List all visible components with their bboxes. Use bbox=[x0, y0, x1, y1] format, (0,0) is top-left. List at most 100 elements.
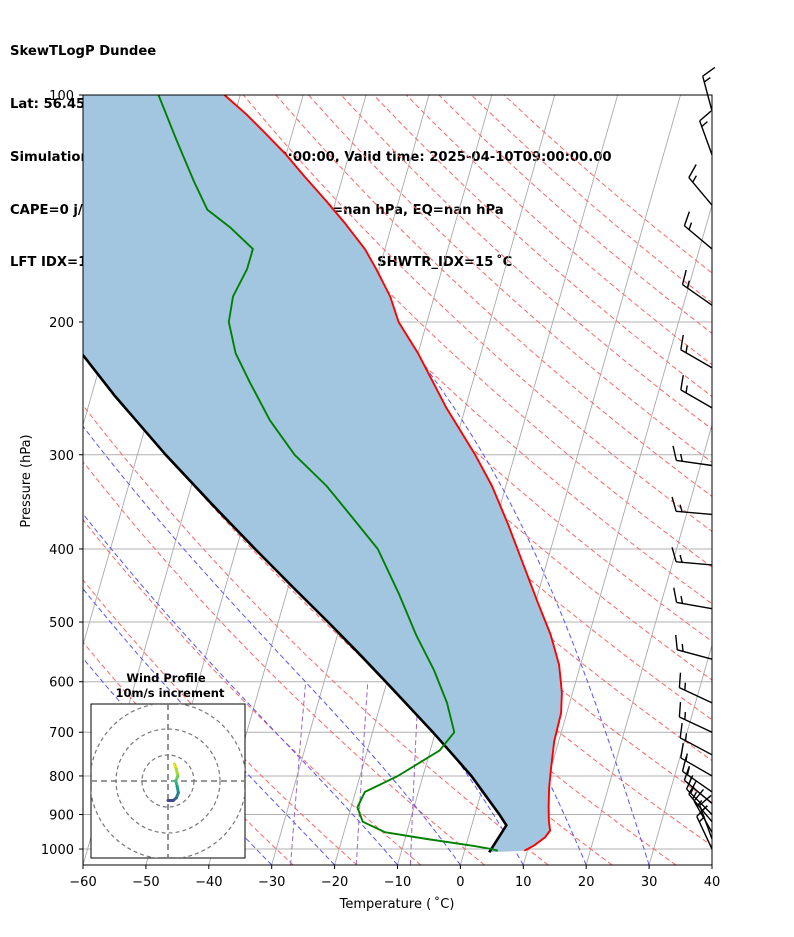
barb-half-feather bbox=[680, 595, 684, 604]
barb-feather bbox=[678, 672, 682, 688]
wind-barb bbox=[673, 587, 713, 610]
isotherm-line bbox=[648, 643, 712, 865]
barb-feather bbox=[680, 374, 684, 391]
dry-adiabat bbox=[83, 579, 358, 865]
x-tick-label: 20 bbox=[578, 875, 595, 890]
barb-feather bbox=[688, 164, 697, 178]
station-title: SkewTLogP Dundee bbox=[10, 44, 157, 60]
x-tick-label: 30 bbox=[641, 875, 658, 890]
barb-feather bbox=[679, 722, 683, 739]
wind-barb bbox=[680, 374, 713, 409]
dewpoint-line bbox=[157, 95, 499, 852]
isotherm-line bbox=[522, 203, 712, 865]
moist-adiabat bbox=[83, 513, 398, 865]
dry-adiabat bbox=[242, 95, 712, 532]
y-tick-label: 700 bbox=[49, 726, 74, 741]
barb-half-feather bbox=[685, 753, 688, 762]
barb-feather bbox=[678, 701, 682, 718]
y-tick-label: 800 bbox=[49, 770, 74, 785]
wind-barb bbox=[675, 634, 713, 660]
y-tick-label: 600 bbox=[49, 676, 74, 691]
wind-profile-title: Wind Profile bbox=[126, 671, 206, 685]
temperature-line bbox=[223, 95, 563, 852]
x-axis-label: Temperature ( ˚C) bbox=[339, 896, 455, 912]
profile-lines bbox=[83, 95, 563, 853]
barb-half-feather bbox=[692, 791, 697, 800]
x-tick-label: −20 bbox=[321, 875, 348, 890]
isotherm-line bbox=[711, 863, 712, 865]
y-tick-label: 1000 bbox=[41, 843, 74, 858]
dry-adiabat bbox=[83, 641, 294, 865]
axis-ticks: −60 −50 −40 −30 −20 −10 0 10 20 30 40 1000 900 800 700… bbox=[41, 89, 720, 890]
y-tick-label: 200 bbox=[49, 316, 74, 331]
barb-feather bbox=[683, 211, 691, 227]
wind-barb bbox=[680, 743, 713, 777]
barb-half-feather bbox=[703, 77, 711, 83]
x-tick-label: 0 bbox=[456, 875, 464, 890]
x-tick-label: 10 bbox=[515, 875, 532, 890]
cape-cin-area bbox=[83, 95, 562, 853]
mixing-ratio-line bbox=[290, 681, 307, 865]
barb-half-feather bbox=[684, 733, 688, 741]
barb-feather bbox=[680, 334, 684, 350]
y-tick-label: 900 bbox=[49, 809, 74, 824]
barb-feather bbox=[671, 496, 677, 512]
wind-barb bbox=[679, 722, 713, 756]
moist-adiabat bbox=[202, 95, 650, 865]
barb-half-feather bbox=[686, 767, 690, 775]
x-tick-label: −50 bbox=[132, 875, 159, 890]
wind-barb bbox=[688, 164, 713, 206]
barb-feather bbox=[671, 547, 677, 562]
x-tick-label: −60 bbox=[69, 875, 96, 890]
y-tick-label: 400 bbox=[49, 543, 74, 558]
dry-adiabat bbox=[83, 244, 712, 847]
barb-shaft bbox=[679, 737, 713, 756]
dry-adiabat bbox=[210, 95, 712, 568]
wind-barb bbox=[681, 756, 713, 793]
wind-barb bbox=[678, 672, 713, 704]
isotherm-line bbox=[585, 423, 712, 865]
barb-feather bbox=[672, 445, 678, 461]
y-tick-label: 500 bbox=[49, 616, 74, 631]
wind-barb bbox=[671, 496, 713, 516]
barb-shaft bbox=[676, 561, 713, 566]
wind-barb bbox=[702, 66, 716, 112]
wind-barb bbox=[681, 269, 713, 306]
x-tick-label: −30 bbox=[258, 875, 285, 890]
barb-half-feather bbox=[681, 643, 684, 652]
dry-adiabat bbox=[340, 95, 712, 430]
barb-half-feather bbox=[684, 682, 687, 691]
barb-half-feather bbox=[684, 712, 687, 720]
barb-feather bbox=[702, 66, 716, 77]
dry-adiabat bbox=[177, 95, 712, 605]
barb-half-feather bbox=[692, 175, 697, 183]
barb-feather bbox=[681, 756, 687, 772]
wind-barbs bbox=[671, 66, 716, 850]
dry-adiabat bbox=[83, 296, 677, 865]
barb-feather bbox=[675, 634, 678, 650]
moist-adiabat bbox=[83, 588, 335, 865]
barb-shaft bbox=[676, 601, 713, 610]
wind-barb bbox=[678, 701, 713, 733]
moist-adiabat bbox=[83, 425, 461, 865]
mixing-ratio-line bbox=[355, 681, 369, 865]
wind-barb bbox=[680, 334, 713, 369]
cin-fill-area bbox=[83, 95, 562, 853]
barb-half-feather bbox=[679, 453, 683, 462]
barb-feather bbox=[680, 743, 684, 759]
barb-half-feather bbox=[679, 504, 683, 513]
x-tick-label: −40 bbox=[195, 875, 222, 890]
wind-profile-inset: Wind Profile 10m/s increment bbox=[90, 671, 246, 859]
barb-feather bbox=[681, 269, 687, 285]
y-tick-label: 300 bbox=[49, 449, 74, 464]
barb-half-feather bbox=[686, 280, 690, 289]
y-axis-label: Pressure (hPa) bbox=[19, 434, 34, 527]
parcel-profile-line bbox=[83, 353, 508, 853]
barb-half-feather bbox=[685, 385, 688, 394]
barb-feather bbox=[693, 788, 705, 802]
x-tick-label: −10 bbox=[384, 875, 411, 890]
wind-profile-subtitle: 10m/s increment bbox=[116, 686, 225, 700]
barb-half-feather bbox=[679, 554, 683, 563]
y-tick-label: 100 bbox=[49, 89, 74, 104]
